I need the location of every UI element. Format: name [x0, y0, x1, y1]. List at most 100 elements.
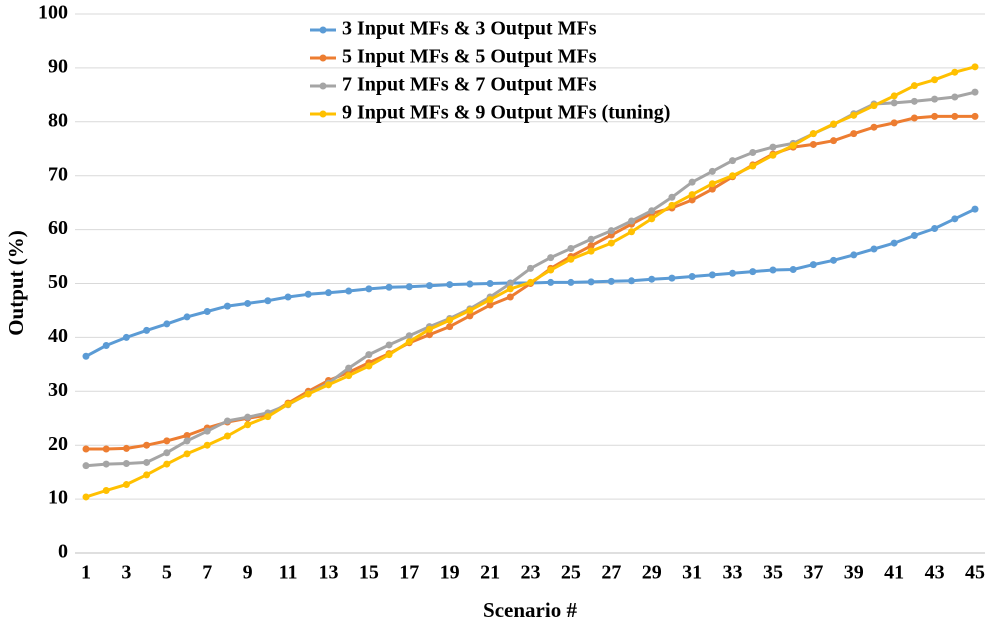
data-point: [668, 193, 676, 201]
legend-label: 5 Input MFs & 5 Output MFs: [342, 46, 597, 68]
x-tick-label: 3: [121, 562, 131, 584]
x-tick-label: 17: [399, 562, 419, 584]
data-point: [122, 444, 130, 452]
x-tick-label: 45: [965, 562, 985, 584]
data-point: [143, 326, 151, 334]
data-point: [688, 178, 696, 186]
data-point: [749, 149, 757, 157]
data-point: [82, 445, 90, 453]
data-point: [850, 111, 858, 119]
data-point: [466, 312, 474, 320]
data-point: [951, 68, 959, 76]
data-point: [425, 325, 433, 333]
data-point: [223, 302, 231, 310]
x-tick-label: 5: [162, 562, 172, 584]
data-point: [102, 341, 110, 349]
data-point: [688, 191, 696, 199]
data-point: [324, 381, 332, 389]
data-point: [628, 217, 636, 225]
data-point: [143, 471, 151, 479]
data-point: [910, 97, 918, 105]
data-point: [809, 130, 817, 138]
y-tick-label: 80: [48, 109, 68, 131]
data-point: [405, 283, 413, 291]
x-tick-label: 19: [440, 562, 460, 584]
data-point: [870, 123, 878, 131]
data-point: [567, 278, 575, 286]
data-point: [830, 137, 838, 145]
data-point: [607, 277, 615, 285]
data-point: [385, 341, 393, 349]
data-point: [163, 320, 171, 328]
data-point: [102, 460, 110, 468]
data-point: [122, 460, 130, 468]
data-point: [729, 269, 737, 277]
data-point: [628, 277, 636, 285]
x-tick-label: 7: [202, 562, 212, 584]
data-point: [203, 308, 211, 316]
x-tick-label: 1: [81, 562, 91, 584]
data-point: [769, 151, 777, 159]
data-point: [385, 283, 393, 291]
data-point: [82, 462, 90, 470]
x-tick-label: 31: [682, 562, 702, 584]
data-point: [749, 268, 757, 276]
data-point: [244, 421, 252, 429]
data-point: [82, 493, 90, 501]
data-point: [850, 130, 858, 138]
x-tick-label: 25: [561, 562, 581, 584]
data-point: [890, 92, 898, 100]
data-point: [425, 331, 433, 339]
y-tick-label: 10: [48, 487, 68, 509]
data-point: [527, 264, 534, 272]
data-point: [668, 201, 676, 209]
y-tick-label: 100: [38, 2, 68, 24]
data-point: [82, 352, 90, 360]
data-point: [183, 431, 191, 439]
data-point: [385, 351, 393, 359]
data-point: [547, 254, 555, 262]
data-point: [446, 316, 454, 324]
data-point: [567, 244, 575, 252]
y-tick-label: 0: [58, 541, 68, 563]
data-point: [446, 281, 454, 289]
x-tick-label: 33: [723, 562, 743, 584]
data-point: [910, 82, 918, 90]
data-point: [466, 280, 474, 288]
x-tick-label: 21: [480, 562, 500, 584]
x-tick-label: 11: [279, 562, 298, 584]
data-point: [688, 196, 696, 204]
data-point: [102, 445, 110, 453]
x-tick-label: 23: [521, 562, 541, 584]
data-point: [264, 413, 272, 421]
data-point: [345, 287, 353, 295]
data-point: [244, 299, 252, 307]
data-point: [971, 205, 979, 213]
data-point: [284, 400, 292, 408]
data-point: [183, 313, 191, 321]
data-point: [284, 293, 292, 301]
data-point: [789, 265, 797, 273]
data-point: [122, 333, 130, 341]
x-tick-label: 13: [318, 562, 338, 584]
data-point: [789, 142, 797, 150]
data-point: [729, 157, 737, 165]
data-point: [405, 338, 413, 346]
data-point: [223, 432, 231, 440]
data-point: [628, 228, 636, 236]
legend-label: 9 Input MFs & 9 Output MFs (tuning): [342, 102, 670, 124]
data-point: [951, 93, 959, 101]
data-point: [324, 289, 332, 297]
data-point: [668, 274, 676, 282]
data-point: [830, 120, 838, 128]
y-tick-label: 50: [48, 271, 68, 293]
data-point: [365, 285, 373, 293]
legend-marker: [319, 26, 327, 34]
data-point: [102, 486, 110, 494]
data-point: [365, 351, 373, 359]
y-axis-title: Output (%): [4, 230, 28, 336]
data-point: [931, 95, 939, 103]
data-point: [587, 242, 595, 250]
data-point: [506, 280, 514, 287]
